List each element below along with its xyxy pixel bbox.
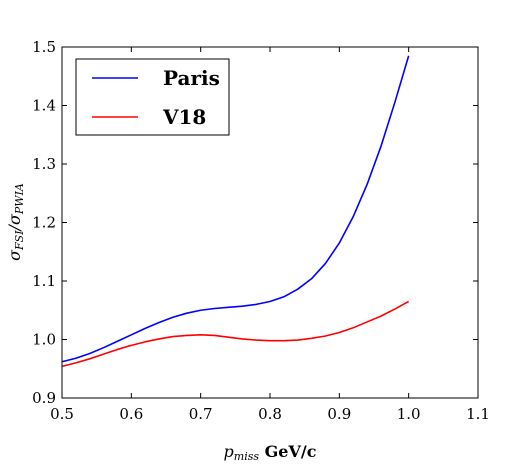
legend-label-v18: V18 (162, 105, 206, 129)
y-tick-label: 1.3 (32, 155, 56, 173)
y-axis-label: σFSI/σPWIA (5, 183, 26, 261)
x-axis-label: pmiss GeV/c (224, 442, 317, 463)
legend-frame (75, 58, 230, 136)
y-tick-label: 0.9 (32, 389, 56, 407)
legend: Paris V18 (75, 58, 230, 136)
x-tick-label: 0.9 (327, 405, 351, 423)
y-tick-label: 1.4 (32, 97, 56, 115)
y-tick-label: 1.2 (32, 214, 56, 232)
series-layer (61, 55, 410, 368)
x-tick-label: 0.7 (189, 405, 213, 423)
x-tick-label: 1.1 (466, 405, 490, 423)
ticks-layer: 0.5 0.6 0.7 0.8 0.9 1.0 1.1 0.9 1.0 1.1 1.2 1.3 1.4 1… (32, 38, 490, 423)
series-line-paris (61, 55, 410, 363)
x-tick-label: 1.0 (397, 405, 421, 423)
legend-label-paris: Paris (163, 66, 220, 90)
x-tick-label: 0.8 (258, 405, 282, 423)
y-tick-label: 1.5 (32, 38, 56, 56)
x-tick-label: 0.5 (50, 405, 74, 423)
y-tick-label: 1.0 (32, 331, 56, 349)
y-tick-label: 1.1 (32, 272, 56, 290)
series-line-v18 (61, 300, 410, 368)
x-tick-label: 0.6 (119, 405, 143, 423)
